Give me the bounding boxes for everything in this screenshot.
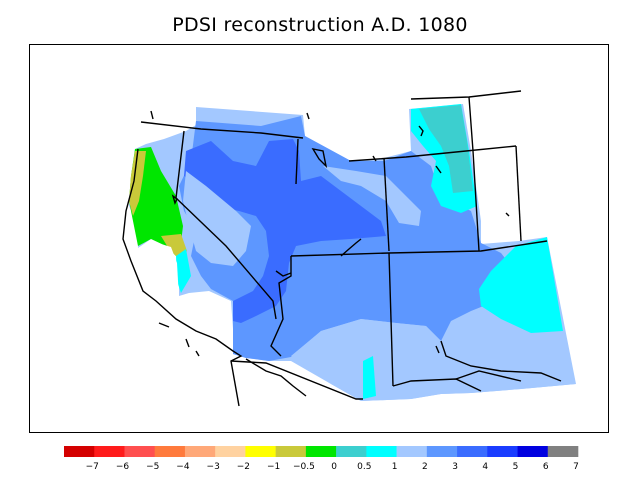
legend-tick-label: 0	[331, 462, 337, 472]
legend-swatch	[366, 446, 397, 457]
legend-tick-label: −2	[237, 462, 250, 472]
legend-tick-label: −5	[146, 462, 159, 472]
legend-swatch	[124, 446, 156, 457]
boundaries	[122, 90, 562, 407]
legend-tick-label: 5	[513, 462, 519, 472]
legend-swatch	[487, 446, 518, 457]
legend-tick-label: −4	[176, 462, 190, 472]
legend-swatch	[184, 446, 216, 457]
legend-swatch	[426, 446, 458, 457]
legend-tick-label: 4	[482, 462, 488, 472]
legend-ticks: −7 −6 −5 −4 −3 −2 −1 −0.5 0 0.5 1 2 3 4 5 6 7	[86, 462, 579, 472]
pdsi-map	[122, 90, 576, 407]
region-cyan-south	[363, 356, 376, 399]
lakes	[150, 110, 510, 357]
legend-swatch	[94, 446, 125, 457]
patch-light-nv	[183, 171, 251, 266]
patch-light-south	[291, 319, 576, 401]
lake-small-10	[158, 322, 170, 328]
boundary-nm-tx	[392, 378, 482, 392]
legend-swatch	[275, 446, 307, 457]
boundary-wy-south	[348, 145, 517, 162]
map-frame	[29, 44, 609, 433]
legend-swatch	[547, 446, 579, 457]
boundary-tx-east	[440, 340, 562, 382]
legend-tick-label: 6	[543, 462, 549, 472]
patch-light-ut	[323, 166, 421, 226]
boundary-ne	[515, 145, 522, 242]
legend-swatch	[215, 446, 246, 457]
legend-swatch	[396, 446, 428, 457]
coast-baja-gulf	[245, 358, 307, 397]
legend-tick-label: 1	[392, 462, 398, 472]
legend-tick-label: −3	[207, 462, 220, 472]
lake-powell	[340, 238, 362, 257]
lake-small-7	[372, 155, 377, 162]
legend-swatches	[64, 446, 579, 457]
boundary-ut-az	[270, 256, 292, 357]
legend-swatch	[457, 446, 488, 457]
legend-tick-label: −7	[86, 462, 99, 472]
legend-tick-label: −0.5	[293, 462, 315, 472]
legend-tick-label: 3	[452, 462, 458, 472]
legend-swatch	[64, 446, 95, 457]
lake-small-8	[185, 338, 190, 348]
lake-small-6	[306, 112, 310, 120]
boundary-mexico	[230, 360, 363, 400]
lake-small-2	[435, 165, 442, 174]
legend-tick-label: 0.5	[357, 462, 371, 472]
region-cyan-west	[176, 249, 191, 293]
map-title: PDSI reconstruction A.D. 1080	[172, 14, 468, 36]
boundary-ut-co	[290, 240, 548, 257]
boundary-okla	[455, 370, 522, 382]
boundary-nd-sd	[468, 96, 480, 252]
legend-swatch	[517, 446, 549, 457]
region-very-wet	[184, 139, 386, 323]
legend-tick-label: 2	[422, 462, 428, 472]
lake-mead	[275, 270, 292, 277]
legend-swatch	[305, 446, 337, 457]
legend-swatch	[154, 446, 186, 457]
legend-tick-label: 7	[573, 462, 579, 472]
region-olive-south	[161, 234, 187, 259]
boundary-mt-wy	[410, 90, 522, 100]
boundary-az-nm	[388, 252, 394, 387]
mask-central-valley	[138, 241, 179, 301]
lake-small-5	[150, 110, 154, 120]
region-olive	[129, 151, 146, 216]
boundary-co-north	[383, 157, 390, 252]
lake-tahoe	[171, 194, 178, 205]
coast-ca	[122, 148, 243, 407]
lake-small-1	[418, 125, 424, 137]
great-salt-lake	[311, 148, 328, 169]
region-teal-north	[419, 105, 473, 193]
lake-small-3	[505, 212, 510, 217]
legend-tick-label: −6	[116, 462, 130, 472]
lake-small-9	[195, 350, 200, 357]
boundary-id-wy	[295, 138, 299, 185]
region-cyan-east	[479, 237, 563, 333]
legend-swatch	[336, 446, 367, 457]
boundary-canada-us	[140, 121, 304, 139]
legend-swatch	[245, 446, 276, 457]
lake-small-4	[435, 345, 440, 354]
boundary-ca-nv	[175, 130, 277, 320]
legend-tick-label: −1	[267, 462, 280, 472]
